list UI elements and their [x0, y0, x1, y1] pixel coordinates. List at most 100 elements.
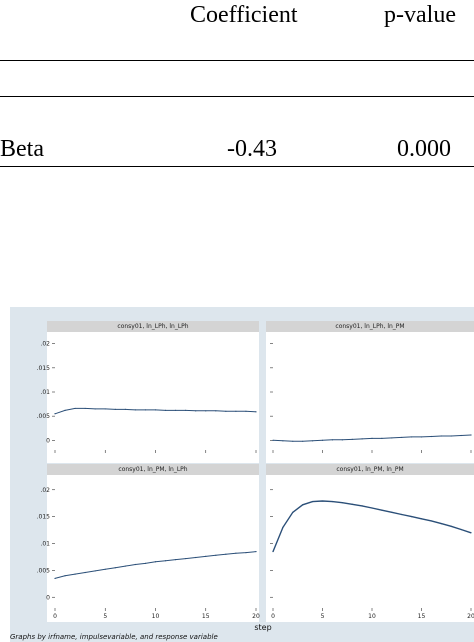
irf-point	[235, 410, 237, 412]
irf-point	[255, 411, 257, 413]
irf-point	[401, 513, 403, 516]
graph-footnote: Graphs by irfname, impulsevariable, and …	[10, 633, 218, 641]
irf-point	[94, 408, 96, 410]
results-table: Coefficient p-value Beta -0.43 0.000	[0, 0, 474, 180]
irf-point	[185, 409, 187, 411]
panel-lph-pm: consy01, ln_LPh, ln_PM	[266, 321, 474, 463]
irf-point	[175, 409, 177, 411]
irf-point	[84, 571, 86, 574]
irf-point	[450, 525, 452, 527]
irf-point	[331, 439, 333, 441]
irf-point	[54, 413, 56, 415]
irf-point	[420, 518, 423, 520]
irf-point	[282, 440, 284, 442]
y-tick-label: .005	[37, 413, 51, 420]
irf-point	[175, 559, 177, 561]
irf-point	[312, 500, 314, 503]
x-tick-label: 15	[202, 613, 210, 620]
beta-coefficient: -0.43	[227, 136, 277, 162]
panel-pm-lph: consy01, ln_PM, ln_LPh	[47, 464, 259, 622]
irf-point	[430, 435, 432, 438]
y-tick-label: 0	[46, 437, 50, 444]
irf-point	[470, 434, 472, 436]
panel-title: consy01, ln_LPh, ln_LPh	[47, 321, 259, 332]
irf-point	[282, 526, 284, 528]
y-tick-label: .015	[37, 514, 51, 521]
table-rule-bottom	[0, 166, 474, 167]
table-rule-middle	[0, 96, 474, 97]
x-tick-label: 20	[252, 613, 260, 620]
irf-point	[84, 407, 86, 410]
irf-point	[272, 550, 274, 553]
irf-point	[104, 408, 106, 410]
panel-pm-pm: consy01, ln_PM, ln_PM	[266, 464, 474, 622]
irf-point	[154, 409, 157, 411]
irf-point	[292, 440, 294, 442]
irf-point	[144, 562, 147, 564]
irf-point	[74, 407, 76, 410]
irf-point	[391, 511, 393, 513]
x-tick-label: 0	[53, 613, 57, 620]
irf-point	[460, 528, 462, 531]
irf-point	[312, 440, 314, 442]
irf-point	[225, 410, 227, 412]
panel-title: consy01, ln_LPh, ln_PM	[266, 321, 474, 332]
irf-point	[411, 516, 413, 518]
irf-point	[225, 553, 227, 555]
y-tick-label: .02	[40, 487, 50, 494]
irf-point	[124, 565, 126, 567]
irf-point	[245, 552, 247, 554]
irf-point	[321, 500, 324, 502]
irf-line	[54, 551, 257, 579]
x-tick-label: 5	[321, 613, 325, 620]
irf-point	[94, 570, 96, 572]
y-tick-label: .005	[37, 567, 51, 574]
x-tick-label: 5	[103, 613, 107, 620]
irf-point	[341, 439, 343, 441]
irf-point	[401, 436, 403, 439]
irf-point	[124, 408, 126, 410]
irf-point	[292, 511, 294, 513]
irf-point	[114, 567, 116, 569]
irf-point	[430, 520, 432, 522]
irf-point	[351, 438, 353, 440]
irf-point	[245, 410, 247, 412]
pvalue-header: p-value	[384, 2, 456, 28]
irf-point	[371, 437, 373, 439]
coefficient-header: Coefficient	[190, 2, 298, 28]
irf-point	[154, 561, 157, 563]
irf-point	[164, 409, 167, 411]
irf-point	[195, 556, 197, 559]
irf-point	[460, 434, 462, 437]
beta-pvalue: 0.000	[397, 136, 451, 162]
y-tick-label: .01	[40, 389, 50, 396]
irf-point	[272, 439, 274, 441]
irf-point	[114, 408, 116, 410]
irf-point	[302, 440, 304, 442]
irf-point	[205, 410, 207, 412]
irf-point	[420, 436, 423, 438]
irf-point	[205, 555, 207, 557]
table-rule-top	[0, 60, 474, 61]
irf-point	[64, 575, 66, 577]
y-tick-label: .01	[40, 541, 50, 548]
irf-point	[361, 438, 363, 440]
irf-point	[104, 568, 106, 570]
irf-point	[440, 523, 442, 525]
row-label: Beta	[0, 136, 44, 162]
irf-point	[321, 439, 324, 441]
panel-lph-lph: consy01, ln_LPh, ln_LPh	[47, 321, 259, 463]
irf-point	[215, 410, 217, 412]
irf-point	[371, 507, 373, 509]
irf-point	[164, 560, 167, 562]
x-axis-label: step	[254, 623, 271, 632]
irf-point	[215, 554, 217, 556]
irf-point	[361, 505, 363, 507]
irf-point	[235, 552, 237, 554]
irf-point	[54, 577, 56, 580]
irf-point	[195, 410, 197, 412]
x-tick-label: 20	[467, 613, 474, 620]
irf-point	[331, 500, 333, 503]
irf-point	[440, 435, 442, 437]
irf-point	[255, 550, 257, 553]
